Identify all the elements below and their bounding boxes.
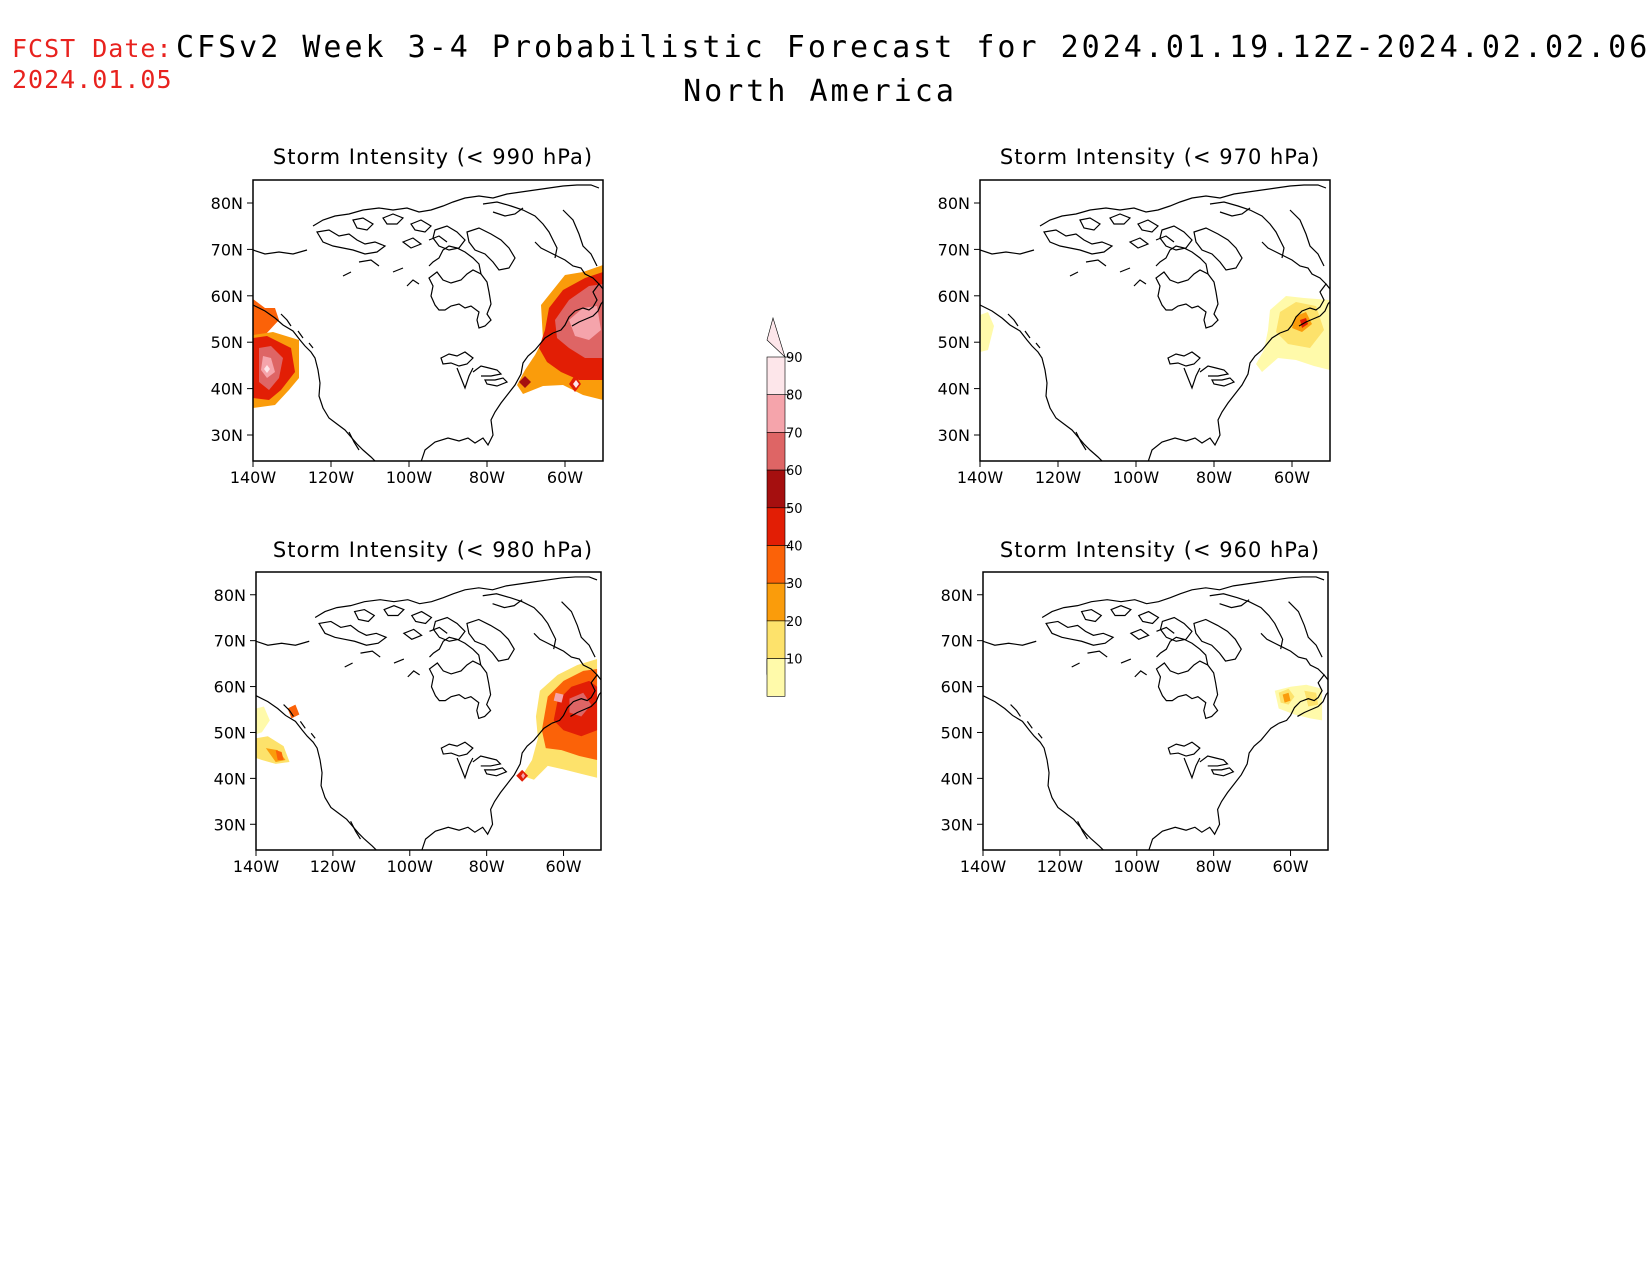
panel-title: Storm Intensity (< 980 hPa): [273, 538, 593, 562]
lat-tick-label: 50N: [938, 333, 970, 352]
colorbar-swatch: [766, 356, 786, 396]
lat-tick-label: 40N: [938, 380, 970, 399]
colorbar-swatch: [766, 469, 786, 509]
map-panel: Storm Intensity (< 960 hPa) 80N 70N 60N 50N 4…: [941, 538, 1329, 876]
lon-tick-label: 120W: [1035, 468, 1082, 487]
lat-tick-label: 80N: [938, 194, 970, 213]
colorbar-label: 90: [786, 351, 803, 366]
lon-tick-label: 80W: [469, 468, 505, 487]
lat-tick-label: 30N: [211, 426, 243, 445]
map-frame: [979, 179, 1331, 462]
lon-tick-label: 120W: [1037, 857, 1084, 876]
colorbar-label: 50: [786, 502, 803, 517]
lat-tick-label: 60N: [941, 678, 973, 697]
colorbar-label: 20: [786, 615, 803, 630]
lon-tick-label: 100W: [1113, 468, 1160, 487]
lon-tick-label: 100W: [386, 468, 433, 487]
probability-contour: [521, 772, 526, 779]
probability-contour: [264, 365, 270, 373]
probability-contour: [980, 312, 994, 352]
lat-tick-label: 80N: [211, 194, 243, 213]
lon-tick-label: 140W: [960, 857, 1007, 876]
colorbar-swatch: [766, 582, 786, 622]
lon-tick-label: 120W: [308, 468, 355, 487]
map-panel: Storm Intensity (< 970 hPa) 80N 70N 60N 50N 4…: [938, 145, 1331, 487]
map-frame: [252, 179, 604, 462]
probability-contour: [553, 692, 564, 703]
lon-tick-label: 60W: [1272, 857, 1308, 876]
lon-tick-label: 100W: [1114, 857, 1161, 876]
panel-title: Storm Intensity (< 960 hPa): [1000, 538, 1320, 562]
lat-tick-label: 30N: [214, 815, 246, 834]
page-title: CFSv2 Week 3-4 Probabilistic Forecast fo…: [176, 30, 1650, 65]
region-subtitle: North America: [683, 74, 957, 109]
lon-tick-label: 60W: [545, 857, 581, 876]
colorbar-swatch: [766, 507, 786, 546]
probability-contour: [519, 376, 531, 388]
lon-tick-label: 100W: [387, 857, 434, 876]
colorbar-swatch: [766, 620, 786, 659]
lat-tick-label: 80N: [214, 586, 246, 605]
panel-title: Storm Intensity (< 990 hPa): [273, 145, 593, 169]
lon-tick-label: 80W: [1196, 857, 1232, 876]
lat-tick-label: 50N: [211, 333, 243, 352]
probability-contour: [569, 306, 601, 340]
lon-tick-label: 60W: [1274, 468, 1310, 487]
lon-tick-label: 140W: [233, 857, 280, 876]
probability-contour: [287, 704, 300, 719]
probability-contour: [253, 299, 279, 335]
lat-tick-label: 30N: [941, 815, 973, 834]
lon-tick-label: 140W: [230, 468, 277, 487]
colorbar-label: 30: [786, 577, 803, 592]
colorbar-label: 80: [786, 389, 803, 404]
probability-contour: [573, 380, 579, 388]
lat-tick-label: 60N: [211, 287, 243, 306]
lat-tick-label: 70N: [214, 632, 246, 651]
fcst-date-label: FCST Date:: [12, 34, 173, 63]
fcst-date-value: 2024.01.05: [12, 65, 173, 94]
probability-contour: [256, 706, 270, 735]
lat-tick-label: 50N: [214, 723, 246, 742]
colorbar: 90 80 70 60 50 40 30 20 10: [766, 316, 803, 697]
map-panel: Storm Intensity (< 980 hPa) 80N 70N 60N 50N 4…: [214, 538, 602, 876]
colorbar-label: 60: [786, 464, 803, 479]
lat-tick-label: 40N: [941, 769, 973, 788]
lat-tick-label: 70N: [938, 240, 970, 259]
colorbar-label: 70: [786, 426, 803, 441]
lat-tick-label: 40N: [214, 769, 246, 788]
colorbar-swatch: [766, 545, 786, 584]
lat-tick-label: 80N: [941, 586, 973, 605]
lat-tick-label: 60N: [214, 678, 246, 697]
map-panel: Storm Intensity (< 990 hPa) 80N 70N 60N 50N 4…: [211, 145, 604, 487]
colorbar-label: 10: [786, 653, 803, 668]
lat-tick-label: 70N: [211, 240, 243, 259]
lon-tick-label: 140W: [957, 468, 1004, 487]
lon-tick-label: 60W: [547, 468, 583, 487]
colorbar-swatch: [766, 432, 786, 471]
colorbar-top-cap: [766, 316, 786, 358]
colorbar-swatch: [766, 658, 786, 697]
probability-contour: [1304, 690, 1319, 707]
coastline: [983, 576, 1328, 850]
lat-tick-label: 70N: [941, 632, 973, 651]
probability-contour: [275, 750, 284, 760]
probability-contour: [569, 692, 592, 717]
panel-title: Storm Intensity (< 970 hPa): [1000, 145, 1320, 169]
lat-tick-label: 40N: [211, 380, 243, 399]
lon-tick-label: 120W: [310, 857, 357, 876]
lon-tick-label: 80W: [1196, 468, 1232, 487]
lat-tick-label: 60N: [938, 287, 970, 306]
probability-contour: [1282, 692, 1291, 703]
lat-tick-label: 30N: [938, 426, 970, 445]
map-frame: [255, 571, 602, 851]
colorbar-label: 40: [786, 540, 803, 555]
map-frame: [982, 571, 1329, 851]
lon-tick-label: 80W: [469, 857, 505, 876]
lat-tick-label: 50N: [941, 723, 973, 742]
colorbar-swatch: [766, 394, 786, 433]
